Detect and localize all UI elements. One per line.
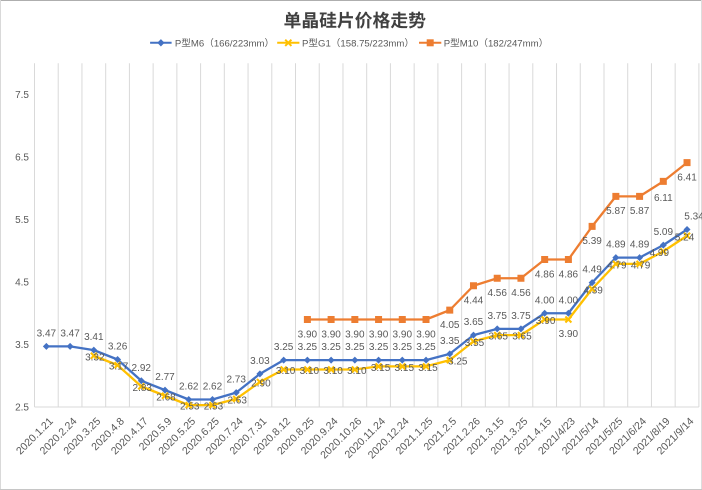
svg-text:3.65: 3.65: [464, 317, 484, 328]
svg-text:6.11: 6.11: [654, 193, 673, 204]
svg-text:2.53: 2.53: [204, 402, 224, 413]
svg-text:2.77: 2.77: [155, 372, 175, 383]
svg-text:5.5: 5.5: [15, 215, 29, 226]
svg-text:4.00: 4.00: [559, 295, 579, 306]
svg-text:3.10: 3.10: [276, 366, 296, 377]
svg-text:5.09: 5.09: [654, 227, 674, 238]
svg-text:G1: G1: [318, 38, 331, 49]
svg-text:2.92: 2.92: [132, 363, 152, 374]
svg-text:4.99: 4.99: [650, 248, 670, 259]
svg-text:4.56: 4.56: [487, 288, 507, 299]
svg-text:2.53: 2.53: [180, 402, 200, 413]
svg-text:5.24: 5.24: [675, 232, 695, 243]
svg-text:2.83: 2.83: [133, 383, 153, 394]
svg-text:3.90: 3.90: [369, 329, 389, 340]
svg-text:3.90: 3.90: [559, 329, 579, 340]
svg-text:3.10: 3.10: [300, 366, 320, 377]
svg-text:3.25: 3.25: [393, 342, 413, 353]
svg-text:158.75/223mm: 158.75/223mm: [340, 38, 404, 49]
svg-text:5.39: 5.39: [582, 236, 602, 247]
svg-text:4.56: 4.56: [511, 288, 531, 299]
svg-text:2.68: 2.68: [156, 392, 176, 403]
svg-text:2.90: 2.90: [251, 379, 271, 390]
svg-text:3.55: 3.55: [465, 338, 485, 349]
svg-text:3.15: 3.15: [395, 363, 415, 374]
svg-text:3.90: 3.90: [393, 329, 413, 340]
svg-text:4.89: 4.89: [630, 240, 650, 251]
svg-text:3.15: 3.15: [371, 363, 391, 374]
svg-text:4.79: 4.79: [631, 260, 651, 271]
svg-text:4.86: 4.86: [559, 269, 579, 280]
svg-text:4.89: 4.89: [606, 240, 626, 251]
svg-text:2.62: 2.62: [203, 382, 223, 393]
svg-text:3.10: 3.10: [323, 366, 343, 377]
svg-text:3.65: 3.65: [488, 332, 508, 343]
svg-text:4.00: 4.00: [535, 295, 555, 306]
svg-text:3.25: 3.25: [321, 342, 341, 353]
svg-text:4.05: 4.05: [440, 320, 460, 331]
svg-text:P: P: [302, 38, 308, 49]
svg-text:6.41: 6.41: [677, 172, 697, 183]
svg-text:3.41: 3.41: [84, 332, 104, 343]
svg-text:3.35: 3.35: [440, 336, 460, 347]
svg-text:3.25: 3.25: [345, 342, 365, 353]
svg-text:3.75: 3.75: [511, 311, 531, 322]
svg-text:3.90: 3.90: [321, 329, 341, 340]
svg-text:M10: M10: [460, 38, 479, 49]
svg-text:2.62: 2.62: [179, 382, 199, 393]
svg-text:3.25: 3.25: [369, 342, 389, 353]
svg-text:3.25: 3.25: [448, 357, 468, 368]
svg-text:3.65: 3.65: [512, 332, 532, 343]
svg-text:5.87: 5.87: [630, 206, 650, 217]
svg-text:4.49: 4.49: [582, 265, 602, 276]
svg-text:3.15: 3.15: [418, 363, 438, 374]
svg-text:4.79: 4.79: [607, 260, 627, 271]
svg-text:3.90: 3.90: [416, 329, 436, 340]
svg-text:3.47: 3.47: [60, 328, 80, 339]
svg-text:4.39: 4.39: [583, 285, 603, 296]
svg-text:P: P: [175, 38, 181, 49]
svg-text:2.5: 2.5: [15, 403, 29, 414]
svg-text:3.75: 3.75: [487, 311, 507, 322]
svg-text:6.5: 6.5: [15, 153, 29, 164]
svg-text:4.5: 4.5: [15, 278, 29, 289]
svg-text:3.25: 3.25: [274, 342, 294, 353]
svg-text:5.34: 5.34: [684, 212, 702, 223]
svg-text:3.90: 3.90: [536, 316, 556, 327]
svg-text:3.47: 3.47: [37, 328, 57, 339]
svg-text:3.25: 3.25: [298, 342, 318, 353]
svg-text:166/223mm: 166/223mm: [214, 38, 265, 49]
svg-text:M6: M6: [191, 38, 204, 49]
svg-text:3.26: 3.26: [108, 342, 128, 353]
svg-text:7.5: 7.5: [15, 90, 29, 101]
svg-text:4.86: 4.86: [535, 269, 555, 280]
svg-text:P: P: [444, 38, 450, 49]
svg-text:3.5: 3.5: [15, 340, 29, 351]
svg-text:3.25: 3.25: [416, 342, 436, 353]
svg-text:5.87: 5.87: [606, 206, 626, 217]
svg-text:3.17: 3.17: [109, 362, 129, 373]
svg-text:2.63: 2.63: [227, 395, 247, 406]
svg-text:3.10: 3.10: [347, 366, 367, 377]
svg-text:4.44: 4.44: [464, 296, 484, 307]
svg-text:3.32: 3.32: [85, 352, 105, 363]
svg-text:3.90: 3.90: [298, 329, 318, 340]
svg-text:182/247mm: 182/247mm: [488, 38, 539, 49]
svg-text:2.73: 2.73: [226, 375, 246, 386]
svg-text:3.03: 3.03: [250, 356, 270, 367]
svg-text:3.90: 3.90: [345, 329, 365, 340]
